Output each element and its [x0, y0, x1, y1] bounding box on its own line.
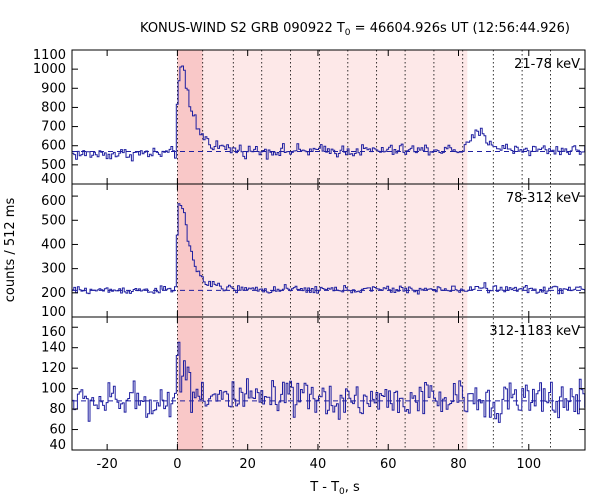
x-tick-label-0: -20 — [97, 457, 118, 472]
y-tick-label-1-1: 200 — [41, 286, 66, 301]
y-tick-label-2-5: 140 — [41, 341, 66, 356]
y-axis-label: counts / 512 ms — [3, 198, 18, 303]
y-tick-label-2-4: 120 — [41, 361, 66, 376]
y-tick-label-2-3: 100 — [41, 382, 66, 397]
x-tick-label-5: 80 — [450, 457, 467, 472]
x-tick-label-4: 60 — [380, 457, 397, 472]
panel-label-1: 78-312 keV — [506, 191, 580, 206]
x-tick-label-3: 40 — [310, 457, 327, 472]
y-tick-label-2-6: 160 — [41, 325, 66, 340]
y-tick-label-2-2: 80 — [49, 402, 66, 417]
y-tick-label-0-2: 600 — [41, 139, 66, 154]
panel-label-2: 312-1183 keV — [489, 324, 580, 339]
y-tick-label-1-5: 600 — [41, 194, 66, 209]
chart-title: KONUS-WIND S2 GRB 090922 T0 = 46604.926s… — [140, 21, 570, 38]
y-tick-label-1-3: 400 — [41, 237, 66, 252]
y-tick-label-0-5: 900 — [41, 81, 66, 96]
x-axis-label: T - T0, s — [309, 480, 360, 497]
y-tick-label-0-3: 700 — [41, 120, 66, 135]
x-tick-label-6: 100 — [516, 457, 541, 472]
y-tick-label-0-4: 800 — [41, 100, 66, 115]
y-tick-label-0-7: 1100 — [33, 48, 66, 63]
y-tick-label-2-1: 60 — [49, 423, 66, 438]
panel-label-0: 21-78 keV — [514, 57, 580, 72]
panel-frame-2 — [71, 316, 586, 451]
y-tick-label-0-1: 500 — [41, 158, 66, 173]
dotted-gridlines-layer — [177, 50, 551, 450]
y-tick-label-1-4: 500 — [41, 213, 66, 228]
ticks-layer: 21-78 keV4005006007008009001000110078-31… — [33, 48, 585, 472]
shaded-interval-1 — [202, 50, 468, 450]
y-tick-label-2-0: 40 — [49, 438, 66, 453]
panel-frames-layer — [71, 49, 586, 451]
lightcurve-1 — [72, 203, 586, 295]
lightcurve-0 — [72, 65, 586, 162]
x-tick-label-2: 20 — [239, 457, 256, 472]
lightcurve-layer — [72, 65, 586, 423]
x-tick-label-1: 0 — [173, 457, 181, 472]
y-tick-label-1-0: 100 — [41, 305, 66, 320]
y-tick-label-0-6: 1000 — [33, 62, 66, 77]
y-tick-label-1-2: 300 — [41, 262, 66, 277]
lightcurve-2 — [72, 341, 586, 423]
y-tick-label-0-0: 400 — [41, 172, 66, 187]
